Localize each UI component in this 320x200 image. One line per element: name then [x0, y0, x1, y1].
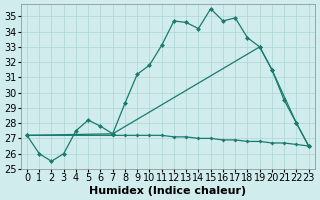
X-axis label: Humidex (Indice chaleur): Humidex (Indice chaleur)	[89, 186, 246, 196]
